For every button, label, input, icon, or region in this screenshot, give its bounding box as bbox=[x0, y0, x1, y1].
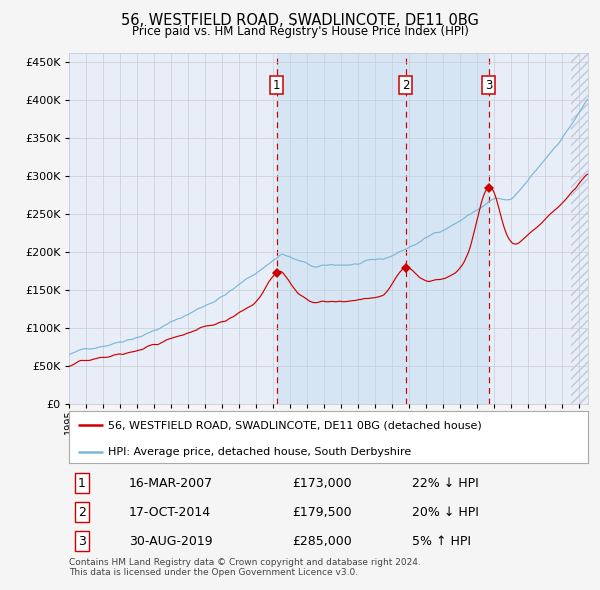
Text: 30-AUG-2019: 30-AUG-2019 bbox=[128, 535, 212, 548]
Text: £173,000: £173,000 bbox=[292, 477, 352, 490]
Text: 20% ↓ HPI: 20% ↓ HPI bbox=[412, 506, 478, 519]
Text: 2: 2 bbox=[402, 78, 410, 91]
Text: Contains HM Land Registry data © Crown copyright and database right 2024.
This d: Contains HM Land Registry data © Crown c… bbox=[69, 558, 421, 577]
Text: 1: 1 bbox=[78, 477, 86, 490]
Text: 3: 3 bbox=[78, 535, 86, 548]
Text: HPI: Average price, detached house, South Derbyshire: HPI: Average price, detached house, Sout… bbox=[108, 447, 411, 457]
Text: 17-OCT-2014: 17-OCT-2014 bbox=[128, 506, 211, 519]
Text: Price paid vs. HM Land Registry's House Price Index (HPI): Price paid vs. HM Land Registry's House … bbox=[131, 25, 469, 38]
Text: 56, WESTFIELD ROAD, SWADLINCOTE, DE11 0BG (detached house): 56, WESTFIELD ROAD, SWADLINCOTE, DE11 0B… bbox=[108, 420, 482, 430]
Text: 16-MAR-2007: 16-MAR-2007 bbox=[128, 477, 213, 490]
Text: £179,500: £179,500 bbox=[292, 506, 352, 519]
Text: 1: 1 bbox=[273, 78, 281, 91]
Text: £285,000: £285,000 bbox=[292, 535, 352, 548]
Text: 5% ↑ HPI: 5% ↑ HPI bbox=[412, 535, 470, 548]
Text: 56, WESTFIELD ROAD, SWADLINCOTE, DE11 0BG: 56, WESTFIELD ROAD, SWADLINCOTE, DE11 0B… bbox=[121, 13, 479, 28]
Bar bbox=[571, 53, 588, 404]
Text: 22% ↓ HPI: 22% ↓ HPI bbox=[412, 477, 478, 490]
Text: 2: 2 bbox=[78, 506, 86, 519]
Text: 3: 3 bbox=[485, 78, 493, 91]
